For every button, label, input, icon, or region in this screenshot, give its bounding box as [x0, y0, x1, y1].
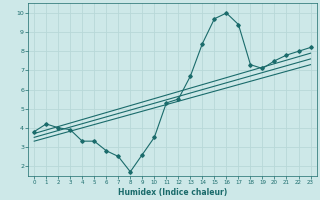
X-axis label: Humidex (Indice chaleur): Humidex (Indice chaleur): [118, 188, 227, 197]
